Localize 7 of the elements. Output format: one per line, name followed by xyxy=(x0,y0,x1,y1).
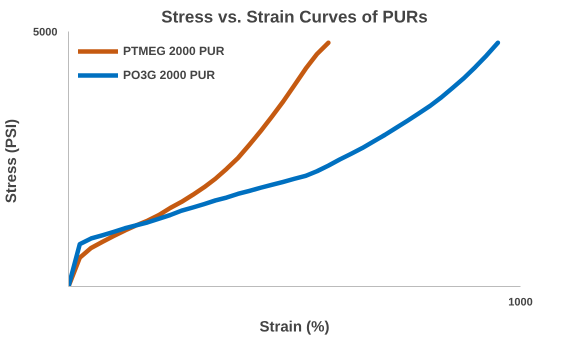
chart-title: Stress vs. Strain Curves of PURs xyxy=(161,8,428,26)
text: 5000 xyxy=(33,26,58,38)
y-axis-title: Stress (PSI) xyxy=(3,118,20,204)
legend-label: PO3G 2000 PUR xyxy=(123,68,216,82)
text: 1000 xyxy=(508,296,533,308)
x-axis-title: Strain (%) xyxy=(260,318,330,336)
legend-label: PTMEG 2000 PUR xyxy=(123,44,224,58)
